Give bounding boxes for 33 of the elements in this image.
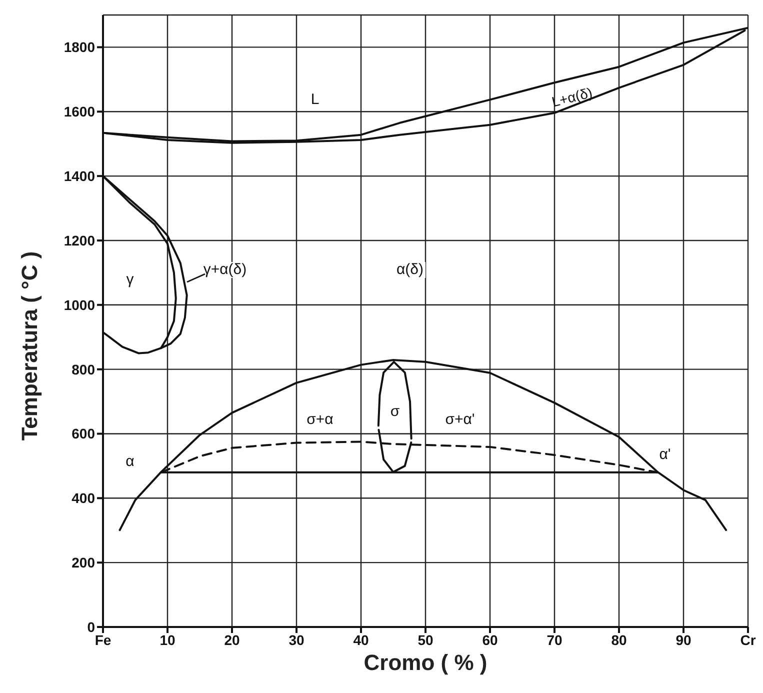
x-tick-label: Cr <box>740 632 756 648</box>
x-axis-title: Cromo ( % ) <box>362 650 488 676</box>
x-tick-label: 20 <box>224 632 240 648</box>
y-tick-label: 1200 <box>64 232 96 248</box>
annotation: σ+α' <box>443 411 477 428</box>
annotation: σ <box>388 403 402 420</box>
y-tick-label: 1600 <box>64 104 96 120</box>
x-tick-label: 30 <box>288 632 304 648</box>
y-tick-label: 400 <box>72 490 96 506</box>
y-tick-label: 600 <box>72 426 96 442</box>
annotation: σ+α <box>304 411 336 428</box>
y-tick-label: 1400 <box>64 168 96 184</box>
y-tick-label: 800 <box>72 361 96 378</box>
x-tick-label: 50 <box>418 632 434 648</box>
x-tick-label: 10 <box>160 632 176 648</box>
annotation: L <box>308 91 322 108</box>
x-tick-label: 40 <box>353 632 369 648</box>
y-axis-title: Temperatura ( °C ) <box>17 251 43 441</box>
y-tick-label: 200 <box>72 554 96 571</box>
x-tick-label: 90 <box>676 632 692 648</box>
annotation: L+α(δ) <box>549 84 595 110</box>
y-tick-label: 1800 <box>64 39 96 56</box>
x-tick-label: 80 <box>611 632 627 648</box>
x-tick-label: 60 <box>482 632 498 648</box>
annotation: α(δ) <box>394 261 426 278</box>
annotation: γ+α(δ) <box>201 261 249 278</box>
y-tick-label: 1000 <box>64 296 96 313</box>
annotation: α <box>124 453 136 470</box>
annotation: γ <box>124 271 136 288</box>
x-tick-label: 70 <box>546 632 562 648</box>
x-tick-label: Fe <box>94 632 112 648</box>
y-tick-label: 0 <box>87 618 96 635</box>
annotation: α' <box>657 446 673 463</box>
